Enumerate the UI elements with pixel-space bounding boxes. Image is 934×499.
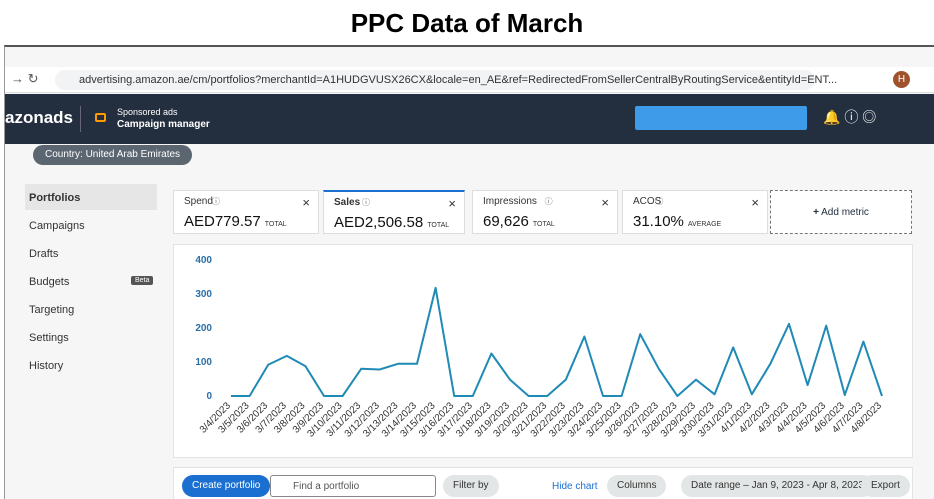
nav-item[interactable]: Portfolios — [25, 184, 157, 210]
metric-name: ACOS — [633, 196, 662, 207]
metric-name: Sales — [334, 197, 361, 208]
screenshot: → ↻ advertising.amazon.ae/cm/portfolios?… — [4, 45, 934, 499]
url-bar[interactable]: advertising.amazon.ae/cm/portfolios?merc… — [55, 70, 837, 90]
close-icon[interactable]: × — [601, 195, 609, 210]
browser-toolbar: → ↻ advertising.amazon.ae/cm/portfolios?… — [5, 67, 934, 93]
info-icon: ⓘ — [362, 198, 370, 207]
info-icon: ⓘ — [655, 197, 664, 206]
y-tick-label: 0 — [206, 391, 212, 402]
metric-unit: TOTAL — [264, 221, 287, 228]
metric-value: AED2,506.58 TOTAL — [334, 214, 450, 231]
add-metric[interactable]: + Add metric — [770, 190, 912, 234]
add-metric-label: Add metric — [821, 207, 869, 218]
app-header: azonads Sponsored ads Campaign manager 🔔… — [5, 94, 934, 144]
page-title: PPC Data of March — [350, 8, 584, 38]
y-tick-label: 300 — [195, 289, 212, 300]
metric-card[interactable]: Spend ⓘ × AED779.57 TOTAL — [173, 190, 319, 234]
y-tick-label: 100 — [195, 357, 212, 368]
chart: 01002003004003/4/20233/5/20233/6/20233/7… — [173, 244, 913, 458]
hide-chart-link[interactable]: Hide chart — [552, 481, 598, 492]
nav-item[interactable]: Campaigns — [29, 220, 85, 232]
search-input[interactable]: Find a portfolio — [270, 475, 436, 497]
nav-arrows[interactable]: → ↻ — [11, 71, 39, 86]
metric-unit: TOTAL — [532, 221, 555, 228]
line — [231, 286, 883, 397]
logo[interactable]: azonads — [5, 108, 74, 127]
divider — [80, 106, 81, 132]
date-range-button[interactable]: Date range – Jan 9, 2023 - Apr 8, 2023 — [681, 475, 874, 497]
ads-icon — [95, 113, 106, 122]
beta-badge: Beta — [131, 276, 154, 285]
metric-unit: AVERAGE — [687, 221, 722, 228]
metric-value: 31.10% AVERAGE — [633, 213, 722, 230]
export-button[interactable]: Export — [861, 475, 910, 497]
product-subtitle: Campaign manager — [117, 119, 210, 130]
close-icon[interactable]: × — [751, 195, 759, 210]
info-icon: ⓘ — [212, 197, 220, 206]
metric-card[interactable]: Sales ⓘ × AED2,506.58 TOTAL — [323, 190, 465, 234]
metric-card[interactable]: ACOS ⓘ × 31.10% AVERAGE — [622, 190, 768, 234]
nav-item[interactable]: History — [29, 360, 64, 372]
redacted-account[interactable] — [635, 106, 807, 130]
y-tick-label: 200 — [195, 323, 212, 334]
metric-card[interactable]: Impressions ⓘ × 69,626 TOTAL — [472, 190, 618, 234]
nav-item[interactable]: Budgets — [29, 276, 70, 288]
create-button[interactable]: Create portfolio — [182, 475, 271, 497]
filter-button[interactable]: Filter by — [443, 475, 499, 497]
nav-item[interactable]: Targeting — [29, 304, 75, 316]
metric-name: Spend — [184, 196, 213, 207]
header-icons[interactable]: 🔔 ⓘ ◎ — [823, 109, 877, 125]
nav-item[interactable]: Settings — [29, 332, 69, 344]
profile-avatar[interactable]: H — [893, 71, 910, 88]
close-icon[interactable]: × — [448, 196, 456, 211]
metric-value: AED779.57 TOTAL — [184, 213, 287, 230]
columns-button[interactable]: Columns — [607, 475, 667, 497]
country-selector[interactable]: Country: United Arab Emirates — [33, 145, 193, 165]
product-name: Sponsored ads — [117, 107, 178, 117]
close-icon[interactable]: × — [302, 195, 310, 210]
metric-unit: TOTAL — [427, 222, 450, 229]
metric-name: Impressions — [483, 196, 537, 207]
info-icon: ⓘ — [544, 197, 553, 206]
metric-value: 69,626 TOTAL — [483, 213, 555, 230]
nav-item[interactable]: Drafts — [29, 248, 59, 260]
y-tick-label: 400 — [195, 255, 212, 266]
